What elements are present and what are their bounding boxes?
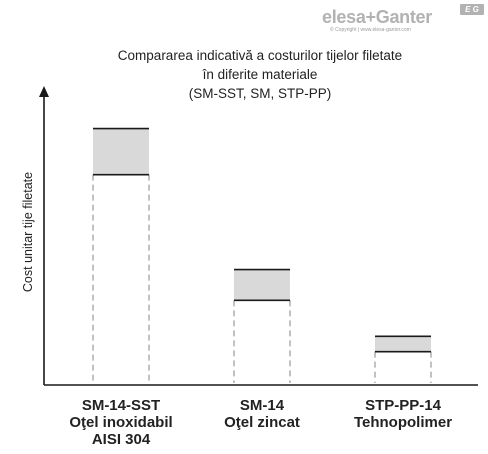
brand-logo-text: elesa+Ganter xyxy=(322,7,432,27)
chart-title: Compararea indicativă a costurilor tijel… xyxy=(60,46,460,103)
brand-badge: E G xyxy=(460,4,484,15)
category-label-sm-14: SM-14 Oţel zincat xyxy=(187,397,337,431)
category-label-line: Oţel zincat xyxy=(224,414,300,431)
bar-range-1 xyxy=(234,269,290,301)
category-label-sm-14-sst: SM-14-SST Oţel inoxidabil AISI 304 xyxy=(46,397,196,448)
category-label-line: SM-14 xyxy=(239,397,285,414)
category-label-stp-pp-14: STP-PP-14 Tehnopolimer xyxy=(328,397,478,431)
y-axis-arrow xyxy=(39,86,49,97)
brand-copyright: © Copyright | www.elesa-ganter.com xyxy=(330,27,411,33)
category-label-line: AISI 304 xyxy=(91,431,151,448)
chart-title-line-2: în diferite materiale xyxy=(202,67,318,82)
chart-title-line-3: (SM-SST, SM, STP-PP) xyxy=(188,86,332,101)
category-label-line: Oţel inoxidabil xyxy=(69,414,173,431)
bar-range-0 xyxy=(93,128,149,175)
category-label-line: Tehnopolimer xyxy=(353,414,453,431)
bar-range-2 xyxy=(375,336,431,352)
category-label-line: STP-PP-14 xyxy=(365,397,441,414)
category-label-line: SM-14-SST xyxy=(81,397,161,414)
brand-logo: elesa+Ganter E G © Copyright | www.elesa… xyxy=(318,4,484,34)
chart-title-line-1: Compararea indicativă a costurilor tijel… xyxy=(117,48,403,63)
